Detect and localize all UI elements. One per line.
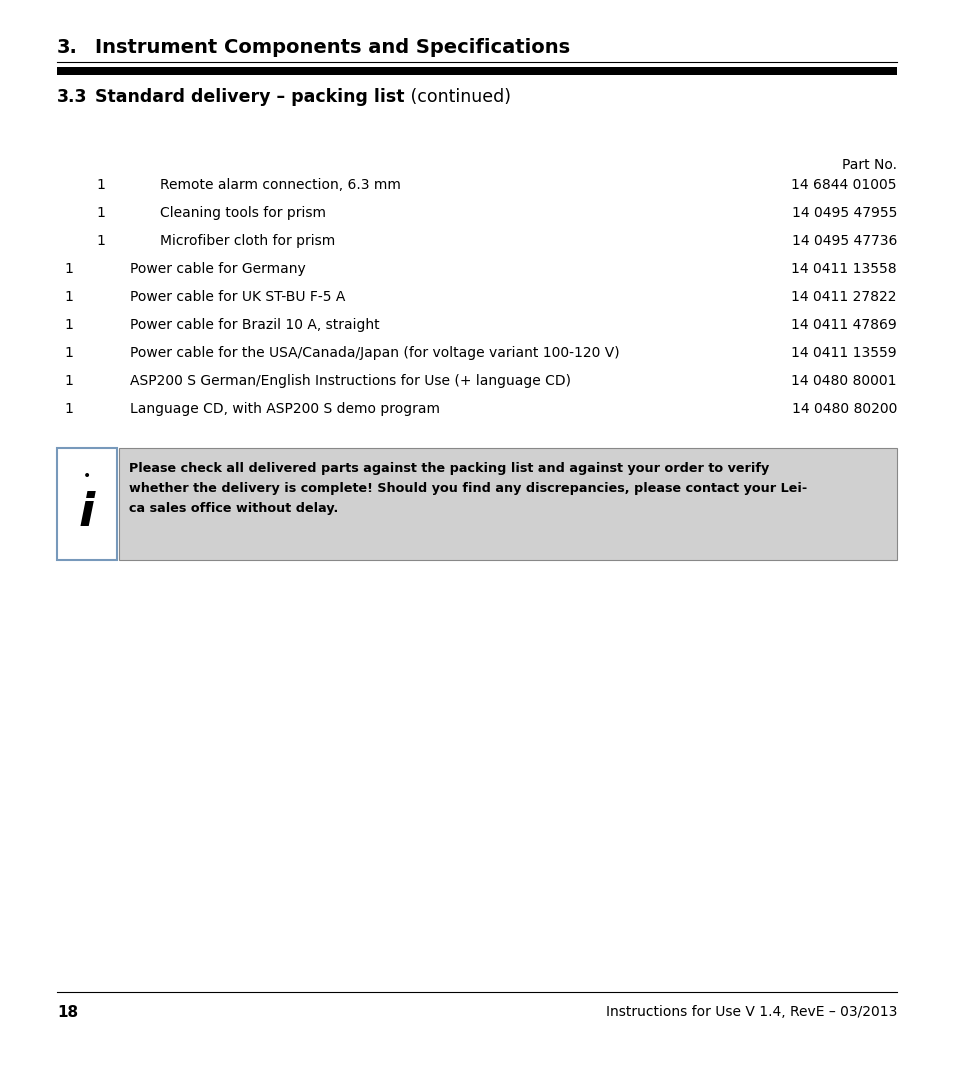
Text: 14 0411 27822: 14 0411 27822 xyxy=(791,291,896,303)
Text: ASP200 S German/English Instructions for Use (+ language CD): ASP200 S German/English Instructions for… xyxy=(130,374,571,388)
Text: 14 0495 47955: 14 0495 47955 xyxy=(791,206,896,220)
Text: 14 0411 47869: 14 0411 47869 xyxy=(790,318,896,332)
Text: Power cable for UK ST-BU F-5 A: Power cable for UK ST-BU F-5 A xyxy=(130,291,345,303)
Text: 1: 1 xyxy=(96,178,105,192)
Bar xyxy=(119,448,896,561)
Bar xyxy=(57,448,117,561)
Text: 14 0495 47736: 14 0495 47736 xyxy=(791,234,896,248)
Text: 1: 1 xyxy=(64,318,73,332)
Text: Instructions for Use V 1.4, RevE – 03/2013: Instructions for Use V 1.4, RevE – 03/20… xyxy=(605,1005,896,1020)
Text: 14 0411 13559: 14 0411 13559 xyxy=(791,346,896,360)
Text: 3.3: 3.3 xyxy=(57,87,88,106)
Text: 3.: 3. xyxy=(57,38,78,57)
Text: 1: 1 xyxy=(64,402,73,416)
Text: (continued): (continued) xyxy=(405,87,511,106)
Bar xyxy=(57,67,896,75)
Text: 14 0480 80200: 14 0480 80200 xyxy=(791,402,896,416)
Text: Please check all delivered parts against the packing list and against your order: Please check all delivered parts against… xyxy=(129,462,768,475)
Text: Power cable for Brazil 10 A, straight: Power cable for Brazil 10 A, straight xyxy=(130,318,379,332)
Text: 1: 1 xyxy=(96,234,105,248)
Text: i: i xyxy=(79,490,95,536)
Text: 14 0480 80001: 14 0480 80001 xyxy=(791,374,896,388)
Text: ca sales office without delay.: ca sales office without delay. xyxy=(129,502,338,515)
Text: Standard delivery – packing list: Standard delivery – packing list xyxy=(95,87,404,106)
Text: 1: 1 xyxy=(64,291,73,303)
Text: •: • xyxy=(83,469,91,483)
Text: Power cable for the USA/Canada/Japan (for voltage variant 100-120 V): Power cable for the USA/Canada/Japan (fo… xyxy=(130,346,619,360)
Text: whether the delivery is complete! Should you find any discrepancies, please cont: whether the delivery is complete! Should… xyxy=(129,482,806,495)
Text: 18: 18 xyxy=(57,1005,78,1020)
Text: 1: 1 xyxy=(64,374,73,388)
Text: Part No.: Part No. xyxy=(841,158,896,172)
Text: Power cable for Germany: Power cable for Germany xyxy=(130,262,305,276)
Text: Instrument Components and Specifications: Instrument Components and Specifications xyxy=(95,38,570,57)
Text: Language CD, with ASP200 S demo program: Language CD, with ASP200 S demo program xyxy=(130,402,439,416)
Text: 1: 1 xyxy=(64,346,73,360)
Text: 14 6844 01005: 14 6844 01005 xyxy=(791,178,896,192)
Text: Remote alarm connection, 6.3 mm: Remote alarm connection, 6.3 mm xyxy=(160,178,400,192)
Text: 14 0411 13558: 14 0411 13558 xyxy=(791,262,896,276)
Text: Cleaning tools for prism: Cleaning tools for prism xyxy=(160,206,326,220)
Text: 1: 1 xyxy=(96,206,105,220)
Text: 1: 1 xyxy=(64,262,73,276)
Text: Microfiber cloth for prism: Microfiber cloth for prism xyxy=(160,234,335,248)
